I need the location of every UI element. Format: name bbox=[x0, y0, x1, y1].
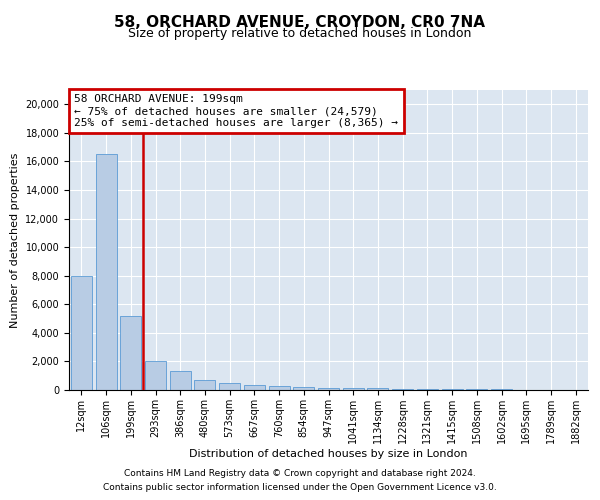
Bar bbox=[392, 388, 413, 390]
Bar bbox=[343, 388, 364, 390]
Bar bbox=[120, 316, 141, 390]
Bar bbox=[145, 362, 166, 390]
Text: 58 ORCHARD AVENUE: 199sqm
← 75% of detached houses are smaller (24,579)
25% of s: 58 ORCHARD AVENUE: 199sqm ← 75% of detac… bbox=[74, 94, 398, 128]
X-axis label: Distribution of detached houses by size in London: Distribution of detached houses by size … bbox=[189, 448, 468, 458]
Text: Contains public sector information licensed under the Open Government Licence v3: Contains public sector information licen… bbox=[103, 484, 497, 492]
Bar bbox=[367, 388, 388, 390]
Bar bbox=[318, 388, 339, 390]
Text: Size of property relative to detached houses in London: Size of property relative to detached ho… bbox=[128, 28, 472, 40]
Bar bbox=[170, 370, 191, 390]
Y-axis label: Number of detached properties: Number of detached properties bbox=[10, 152, 20, 328]
Bar bbox=[442, 389, 463, 390]
Text: 58, ORCHARD AVENUE, CROYDON, CR0 7NA: 58, ORCHARD AVENUE, CROYDON, CR0 7NA bbox=[115, 15, 485, 30]
Text: Contains HM Land Registry data © Crown copyright and database right 2024.: Contains HM Land Registry data © Crown c… bbox=[124, 468, 476, 477]
Bar bbox=[244, 384, 265, 390]
Bar bbox=[293, 387, 314, 390]
Bar bbox=[194, 380, 215, 390]
Bar bbox=[95, 154, 116, 390]
Bar bbox=[219, 383, 240, 390]
Bar bbox=[269, 386, 290, 390]
Bar bbox=[71, 276, 92, 390]
Bar bbox=[417, 389, 438, 390]
